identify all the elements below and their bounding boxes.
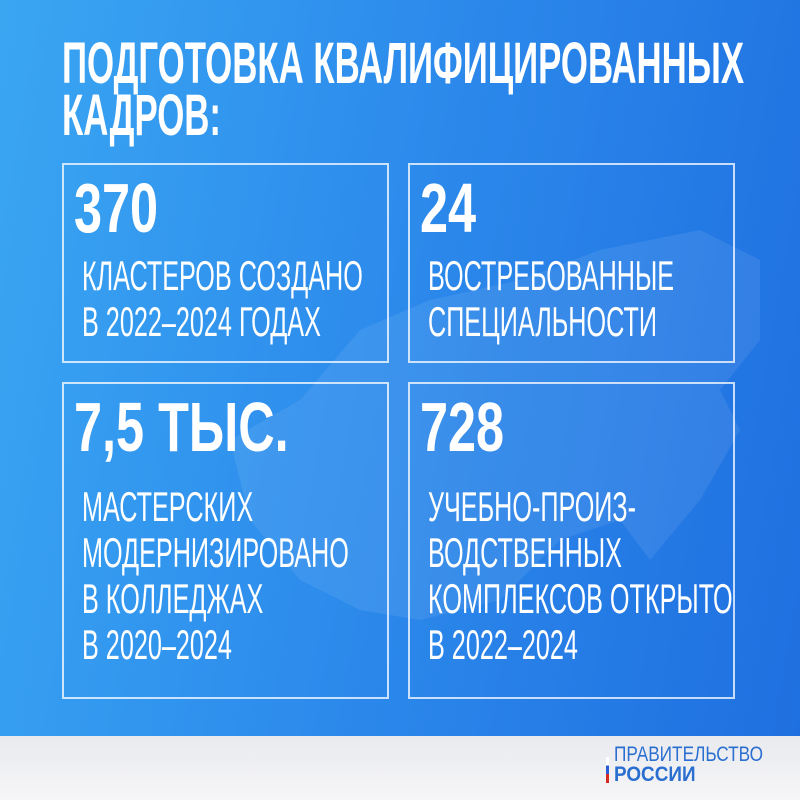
stat-label: КОМПЛЕКСОВ ОТКРЫТО <box>428 575 733 622</box>
stat-card-workshops: 7,5 ТЫС. МАСТЕРСКИХ МОДЕРНИЗИРОВАНО В КО… <box>62 382 389 699</box>
stat-label: МАСТЕРСКИХ <box>82 483 254 530</box>
stat-value: 7,5 ТЫС. <box>74 388 289 466</box>
stat-value: 370 <box>74 169 159 247</box>
stat-label: В 2020–2024 <box>82 621 232 668</box>
stat-label: ВОДСТВЕННЫХ <box>428 529 622 576</box>
stat-card-complexes: 728 УЧЕБНО-ПРОИЗ- ВОДСТВЕННЫХ КОМПЛЕКСОВ… <box>408 382 735 699</box>
stat-label: ВОСТРЕБОВАННЫЕ <box>428 252 675 299</box>
stat-value: 24 <box>420 169 477 247</box>
title-line: ПОДГОТОВКА КВАЛИФИЦИРОВАННЫХ <box>62 31 745 96</box>
russia-map-icon <box>0 0 800 740</box>
stat-label: КЛАСТЕРОВ СОЗДАНО <box>82 252 363 299</box>
logo-line-1: ПРАВИТЕЛЬСТВО <box>614 743 763 766</box>
flag-bar-icon <box>606 757 609 783</box>
stat-label: СПЕЦИАЛЬНОСТИ <box>428 298 657 345</box>
stat-card-clusters: 370 КЛАСТЕРОВ СОЗДАНО В 2022–2024 ГОДАХ <box>62 163 389 363</box>
page-title: ПОДГОТОВКА КВАЛИФИЦИРОВАННЫХ КАДРОВ: <box>62 31 800 148</box>
stat-label: В 2022–2024 <box>428 621 578 668</box>
footer <box>0 736 800 800</box>
stat-value: 728 <box>420 388 505 466</box>
stat-label: МОДЕРНИЗИРОВАНО <box>82 529 349 576</box>
background <box>0 0 800 740</box>
stat-label: В КОЛЛЕДЖАХ <box>82 575 264 622</box>
stat-card-specialties: 24 ВОСТРЕБОВАННЫЕ СПЕЦИАЛЬНОСТИ <box>408 163 735 363</box>
title-line: КАДРОВ: <box>62 83 221 148</box>
logo-line-2: РОССИИ <box>614 763 696 786</box>
stat-label: УЧЕБНО-ПРОИЗ- <box>428 483 637 530</box>
stat-label: В 2022–2024 ГОДАХ <box>82 298 321 345</box>
